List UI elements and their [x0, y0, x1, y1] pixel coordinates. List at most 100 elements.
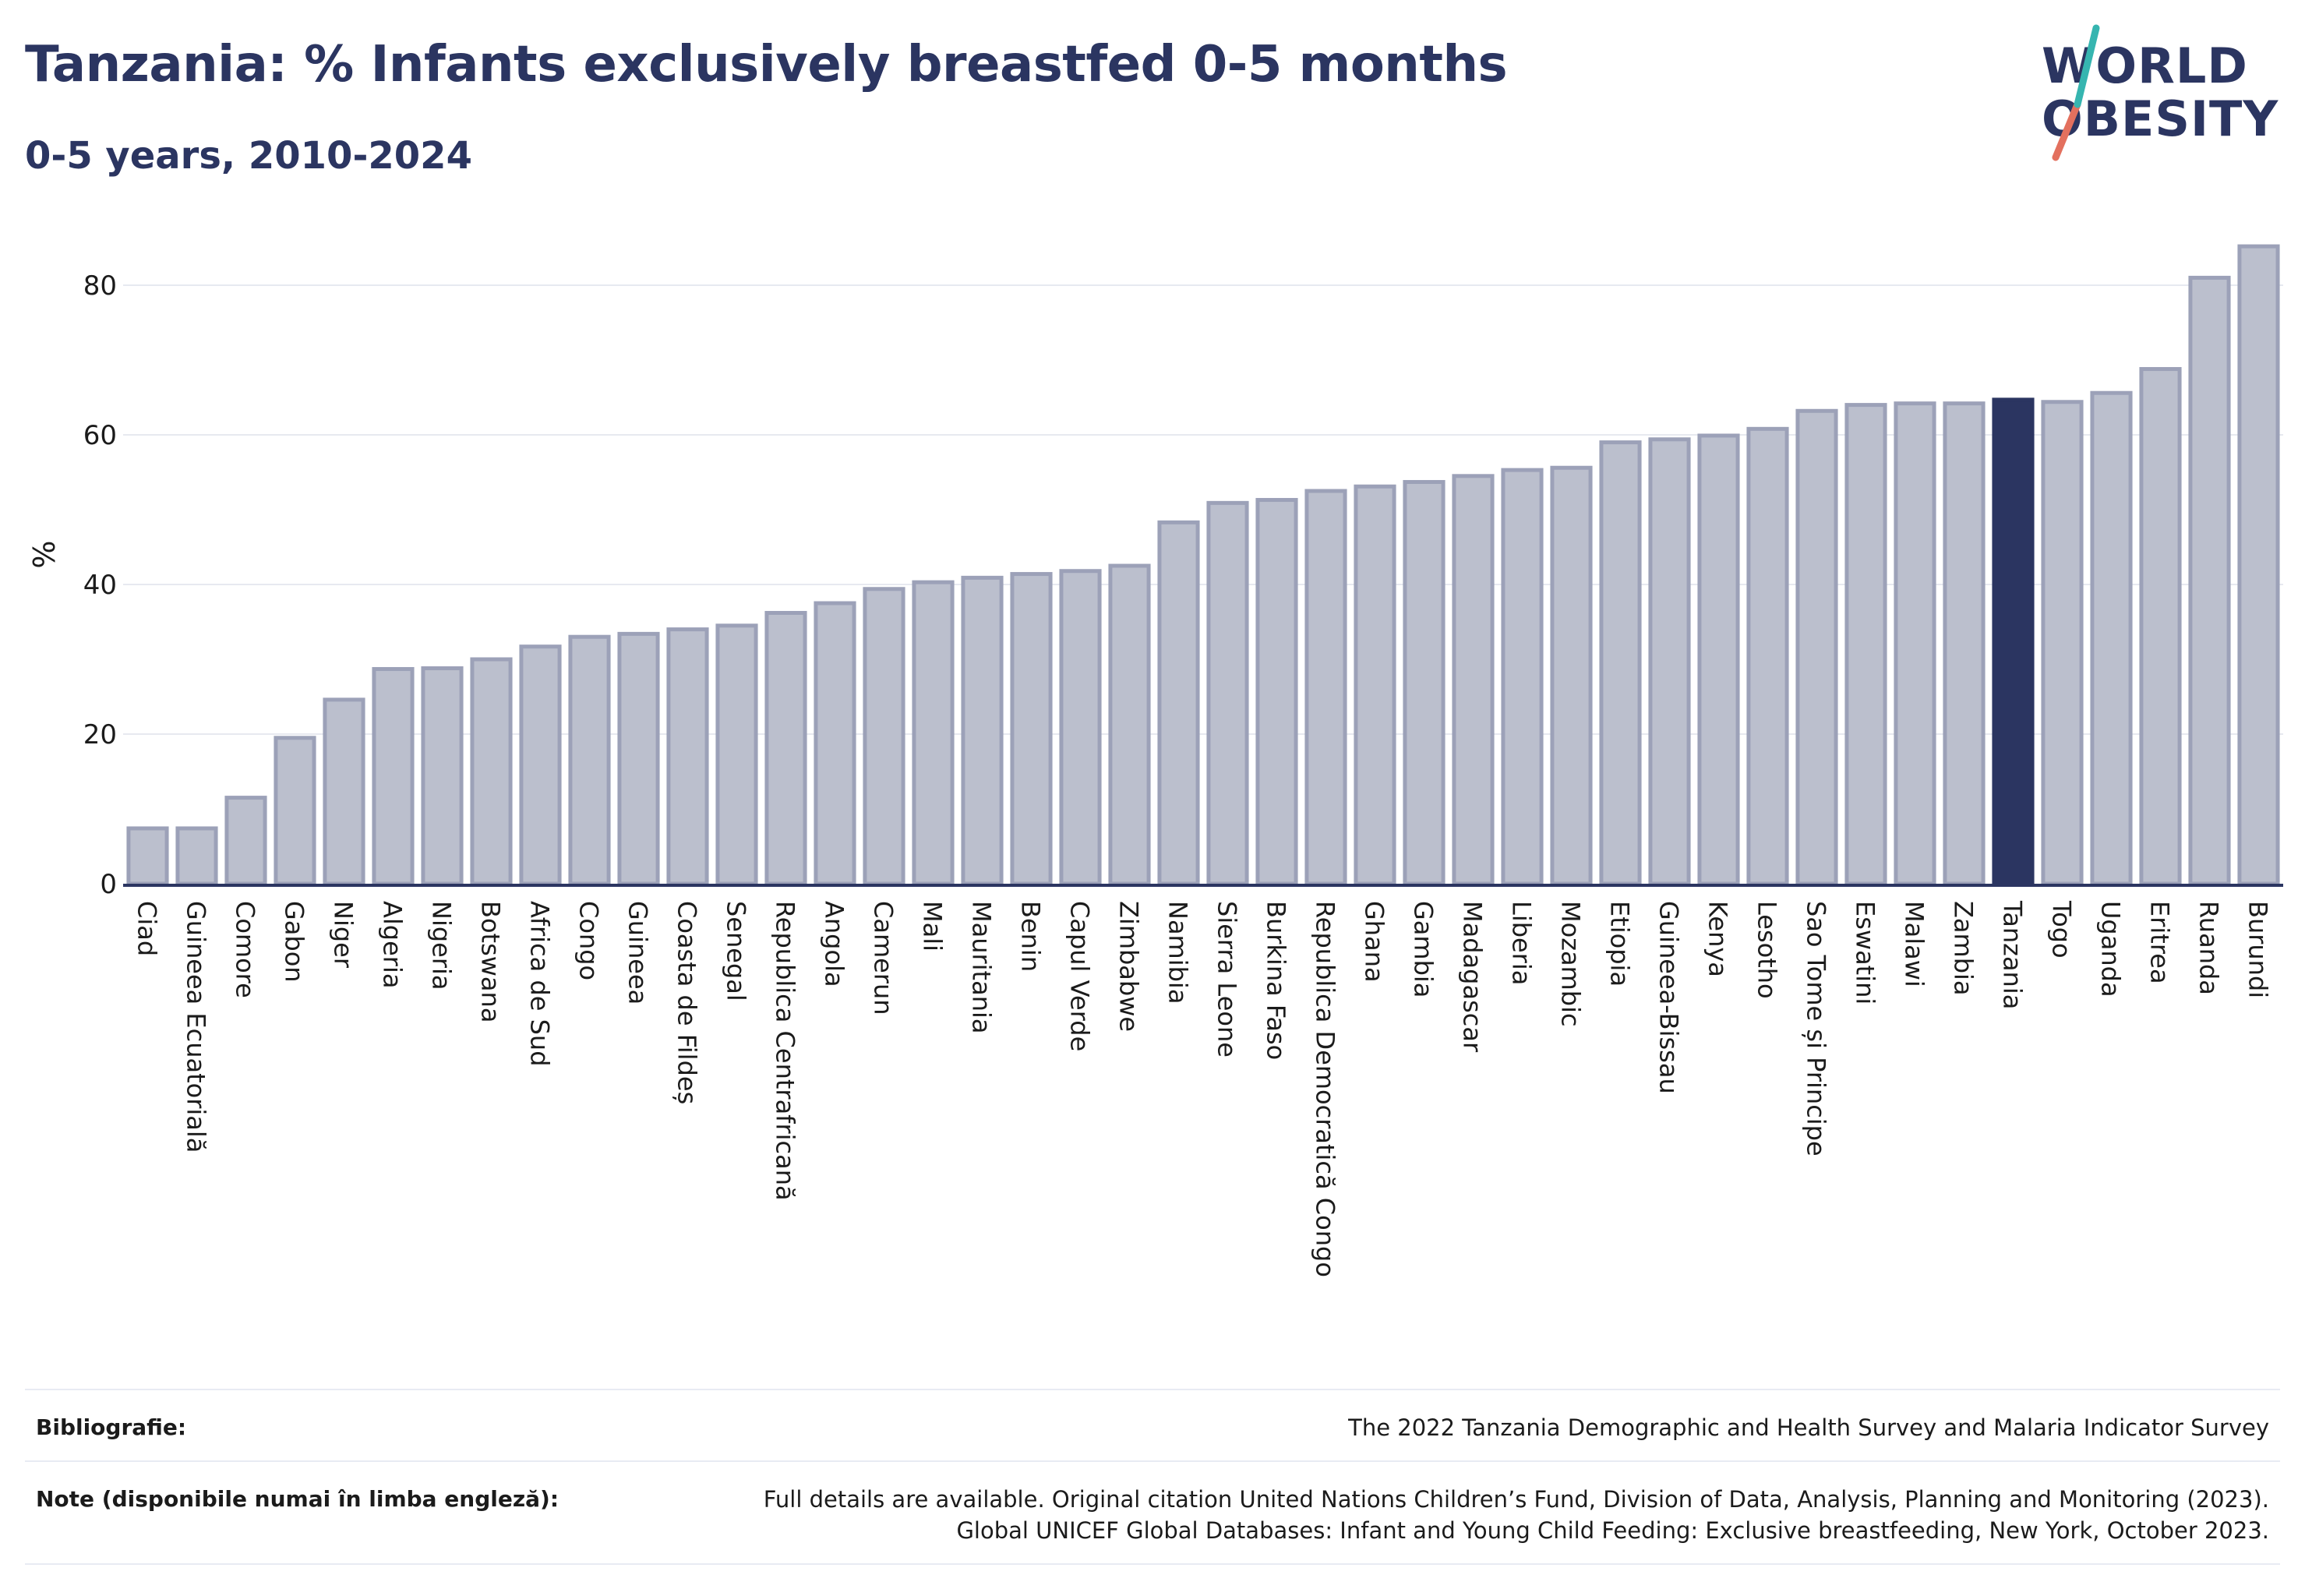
x-tick-label: Camerun [869, 901, 898, 1015]
logo-slash-icon [2052, 24, 2100, 161]
bar [421, 666, 464, 886]
x-axis-tick-labels: Ciad Guineea Ecuatorială Comore Gabon Niger A… [132, 900, 2273, 1277]
x-tick-label: Senegal [722, 901, 751, 1001]
bar [1304, 489, 1347, 886]
bar [372, 666, 415, 886]
notes-value: Full details are available. Original cit… [764, 1484, 2269, 1546]
x-tick-label: Zambia [1949, 901, 1978, 996]
x-tick-label: Capul Verde [1065, 901, 1095, 1051]
x-tick-label: Madagascar [1458, 901, 1488, 1053]
x-tick-label: Etiopia [1605, 901, 1635, 987]
bar [519, 644, 562, 886]
y-tick-label: 20 [83, 719, 117, 750]
x-tick-label: Angola [820, 901, 849, 987]
y-tick-label: 60 [83, 420, 117, 451]
bar [1255, 498, 1298, 886]
x-tick-label: Ciad [132, 901, 162, 956]
bar [1059, 569, 1102, 886]
bar [814, 601, 856, 886]
bar [1599, 440, 1642, 886]
bibliography-label: Bibliografie: [36, 1414, 187, 1440]
y-tick-label: 80 [83, 270, 117, 302]
bar [666, 627, 709, 886]
bar [1354, 484, 1396, 886]
x-tick-label: Congo [574, 901, 604, 980]
x-tick-label: Sierra Leone [1213, 901, 1242, 1058]
bar [1010, 572, 1053, 886]
x-tick-label: Republica Centrafricană [771, 901, 800, 1201]
logo-line-1: WORLD [2042, 37, 2248, 94]
x-tick-label: Comore [231, 901, 260, 998]
bar [2139, 367, 2182, 886]
bar [1403, 479, 1445, 886]
notes-row: Note (disponibile numai în limba engleză… [25, 1460, 2280, 1565]
x-tick-label: Namibia [1163, 901, 1193, 1004]
x-tick-label: Burkina Faso [1262, 901, 1291, 1060]
bar [1206, 500, 1249, 886]
x-tick-label: Africa de Sud [525, 901, 555, 1067]
bibliography-value: The 2022 Tanzania Demographic and Health… [1348, 1414, 2269, 1441]
bar [568, 634, 611, 886]
bar [2041, 400, 2084, 886]
x-tick-label: Uganda [2096, 901, 2126, 998]
x-tick-label: Niger [329, 901, 358, 969]
bibliography-row: Bibliografie: The 2022 Tanzania Demograp… [25, 1389, 2280, 1460]
y-axis-label: % [27, 541, 62, 569]
bar [715, 623, 758, 886]
x-tick-label: Algeria [378, 901, 408, 988]
x-tick-label: Guineea-Bissau [1654, 901, 1684, 1094]
x-tick-label: Gabon [280, 901, 309, 983]
chart-subtitle: 0-5 years, 2010-2024 [25, 134, 472, 178]
x-tick-label: Kenya [1703, 901, 1733, 977]
y-tick-label: 40 [83, 570, 117, 601]
bar [2090, 390, 2133, 886]
bar [617, 631, 660, 886]
x-tick-label: Mali [918, 901, 948, 952]
bar [224, 796, 267, 886]
x-tick-label: Eritrea [2145, 901, 2175, 984]
bar [1795, 408, 1838, 886]
bar [1697, 433, 1740, 886]
x-tick-label: Ghana [1360, 901, 1389, 983]
x-tick-label: Coasta de Fildeș [672, 901, 702, 1104]
x-tick-label: Sao Tome și Principe [1802, 901, 1831, 1156]
bar [1501, 468, 1544, 886]
footer-table: Bibliografie: The 2022 Tanzania Demograp… [25, 1389, 2280, 1565]
bar [1157, 520, 1200, 886]
y-axis-ticks: 0 20 40 60 80 [83, 270, 117, 900]
bar [1648, 437, 1691, 886]
bar-chart: 0 20 40 60 80 % Ciad Guineea Ecuatorială Comor… [27, 244, 2283, 1277]
x-tick-label: Botswana [476, 901, 506, 1022]
x-tick-label: Malawi [1900, 901, 1929, 987]
bar [323, 697, 365, 886]
x-tick-label: Zimbabwe [1114, 901, 1144, 1032]
chart-title: Tanzania: % Infants exclusively breastfe… [25, 36, 1508, 94]
x-tick-label: Ruanda [2194, 901, 2224, 995]
bar [274, 736, 316, 886]
bar [1894, 401, 1936, 886]
x-tick-label: Guineea Ecuatorială [182, 901, 211, 1153]
bar [2188, 275, 2231, 886]
y-tick-label: 0 [100, 869, 117, 900]
bar [1746, 426, 1789, 886]
world-obesity-logo: WORLD OBESITY [2026, 23, 2291, 164]
notes-label: Note (disponibile numai în limba engleză… [36, 1486, 559, 1512]
x-tick-label: Gambia [1409, 901, 1438, 998]
bar [863, 587, 905, 886]
bar [1943, 401, 1986, 886]
notes-line-2: Global UNICEF Global Databases: Infant a… [956, 1517, 2269, 1544]
x-tick-label: Mauritania [967, 901, 997, 1033]
bar [2237, 244, 2280, 886]
bar [470, 657, 513, 886]
x-tick-label: Nigeria [427, 901, 457, 990]
x-tick-label: Mozambic [1556, 901, 1586, 1027]
bar [764, 610, 807, 886]
x-tick-label: Guineea [623, 901, 653, 1005]
bar [175, 826, 218, 886]
bar [1452, 474, 1495, 886]
x-tick-label: Liberia [1507, 901, 1537, 985]
x-tick-label: Tanzania [1998, 900, 2028, 1009]
bar [1108, 563, 1151, 886]
bar-highlight [1992, 397, 2035, 886]
bars [126, 244, 2280, 886]
